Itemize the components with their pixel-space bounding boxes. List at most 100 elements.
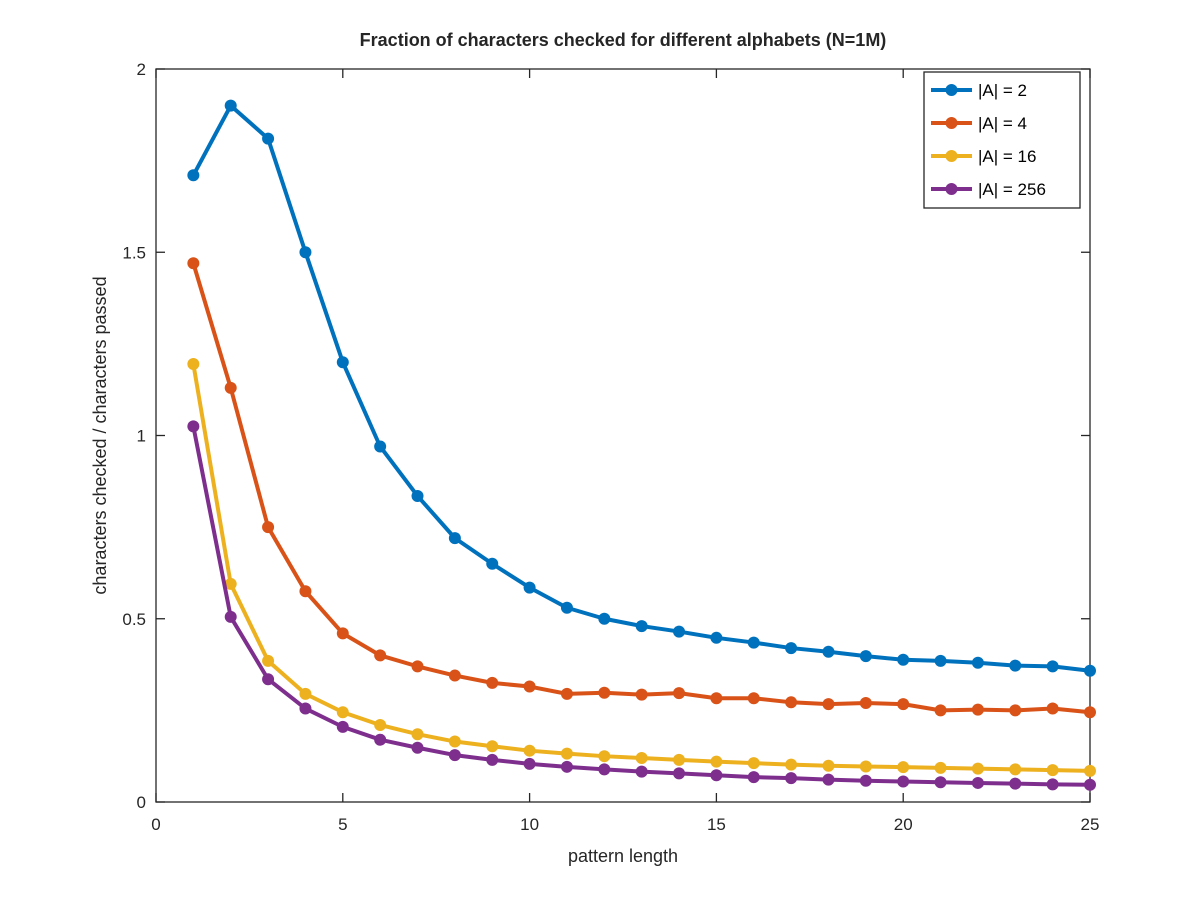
data-point — [560, 601, 573, 614]
data-point — [486, 676, 499, 689]
data-point — [336, 706, 349, 719]
data-point — [187, 358, 200, 371]
data-point — [1084, 706, 1096, 719]
data-point — [560, 747, 573, 760]
data-point — [262, 132, 275, 145]
data-point — [411, 741, 424, 754]
data-point — [224, 577, 237, 590]
y-tick-label: 1 — [137, 427, 146, 446]
data-point — [747, 692, 760, 705]
data-point — [262, 673, 275, 686]
data-point — [673, 625, 686, 638]
data-point — [635, 765, 648, 778]
data-point — [710, 769, 723, 782]
series-2 — [187, 257, 1096, 719]
data-point — [934, 761, 947, 774]
legend-label: |A| = 256 — [978, 180, 1046, 199]
data-point — [673, 753, 686, 766]
series-1 — [187, 99, 1096, 677]
y-axis-label: characters checked / characters passed — [90, 276, 110, 594]
data-point — [448, 735, 461, 748]
data-point — [523, 581, 536, 594]
data-point — [448, 669, 461, 682]
x-tick-label: 25 — [1081, 815, 1100, 834]
data-point — [971, 656, 984, 669]
data-point — [1084, 664, 1096, 677]
data-point — [560, 760, 573, 773]
data-point — [187, 257, 200, 270]
data-point — [785, 758, 798, 771]
legend-swatch-marker — [945, 150, 958, 162]
data-point — [262, 521, 275, 534]
data-point — [673, 767, 686, 780]
y-tick-label: 2 — [137, 60, 146, 79]
data-point — [1009, 763, 1022, 776]
data-point — [934, 776, 947, 789]
data-point — [1046, 764, 1059, 777]
data-point — [897, 653, 910, 666]
data-point — [822, 759, 835, 772]
data-point — [710, 755, 723, 768]
data-point — [299, 246, 312, 259]
x-tick-label: 15 — [707, 815, 726, 834]
data-point — [560, 687, 573, 700]
data-point — [598, 686, 611, 699]
data-point — [673, 687, 686, 700]
data-point — [448, 532, 461, 545]
data-point — [635, 688, 648, 701]
data-point — [411, 660, 424, 673]
data-point — [486, 740, 499, 753]
data-point — [523, 680, 536, 693]
data-point — [523, 757, 536, 770]
y-tick-label: 0 — [137, 793, 146, 812]
data-point — [224, 381, 237, 394]
legend-item: |A| = 256 — [931, 180, 1046, 199]
data-point — [934, 704, 947, 717]
data-point — [262, 654, 275, 667]
data-point — [934, 654, 947, 667]
data-point — [785, 696, 798, 709]
legend-swatch-marker — [945, 117, 958, 129]
data-point — [635, 620, 648, 633]
data-point — [785, 772, 798, 785]
data-point — [897, 761, 910, 774]
data-point — [187, 169, 200, 182]
legend-item: |A| = 2 — [931, 81, 1027, 100]
data-point — [859, 774, 872, 787]
data-point — [598, 612, 611, 625]
series-4 — [187, 420, 1096, 791]
legend-label: |A| = 2 — [978, 81, 1027, 100]
data-point — [598, 750, 611, 763]
data-point — [374, 733, 387, 746]
data-point — [1009, 777, 1022, 790]
x-tick-label: 20 — [894, 815, 913, 834]
legend-swatch-marker — [945, 183, 958, 195]
series-layer — [187, 99, 1096, 791]
data-point — [897, 698, 910, 711]
data-point — [411, 489, 424, 502]
data-point — [224, 610, 237, 623]
data-point — [374, 719, 387, 732]
data-point — [635, 752, 648, 765]
data-point — [859, 650, 872, 663]
legend: |A| = 2 |A| = 4 |A| = 16 |A| = 256 — [923, 71, 1081, 209]
legend-swatch-marker — [945, 84, 958, 96]
data-point — [1009, 659, 1022, 672]
data-point — [299, 702, 312, 715]
data-point — [747, 757, 760, 770]
plot-area-frame — [155, 68, 1091, 803]
data-point — [710, 631, 723, 644]
y-tick-label: 1.5 — [122, 243, 146, 262]
data-point — [897, 775, 910, 788]
data-point — [822, 773, 835, 786]
data-point — [859, 697, 872, 710]
data-point — [336, 720, 349, 733]
data-point — [336, 627, 349, 640]
data-point — [523, 744, 536, 757]
x-tick-label: 10 — [520, 815, 539, 834]
legend-item: |A| = 16 — [931, 147, 1036, 166]
data-point — [1009, 704, 1022, 717]
axis-tick-labels: 0 5 10 15 20 25 0 0.5 1 1.5 2 — [122, 60, 1099, 834]
data-point — [822, 645, 835, 658]
